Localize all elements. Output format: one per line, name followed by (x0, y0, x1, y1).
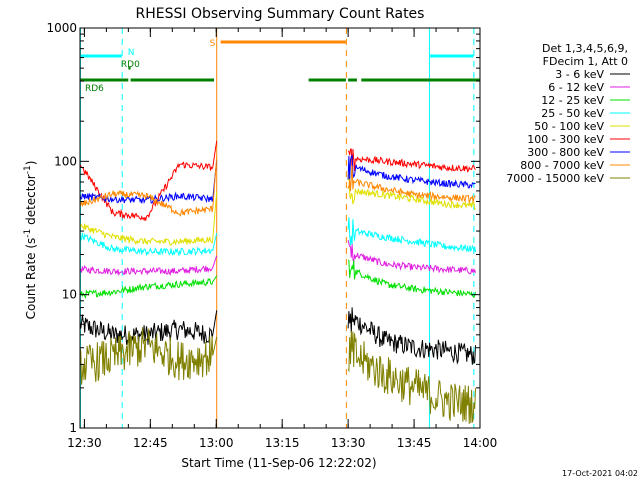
chart-title: RHESSI Observing Summary Count Rates (136, 6, 425, 22)
flag-label-n: N (128, 48, 135, 58)
x-tick-label-2: 13:00 (199, 436, 234, 450)
series-line-1-segment-2 (347, 239, 476, 275)
y-tick-label-3: 1000 (46, 21, 77, 35)
series-line-5-segment-2 (347, 148, 476, 176)
legend-header-1: FDecim 1, Att 0 (543, 55, 628, 68)
legend-entry-4: 50 - 100 keV (534, 120, 604, 133)
series-line-7-segment-1 (79, 156, 218, 217)
flag-label-s: S (210, 39, 216, 49)
flag-label-rd0: RD0 (121, 60, 140, 70)
series-line-3-segment-1 (79, 232, 218, 257)
ylabel-part-3: ) (24, 161, 38, 166)
flag-label-rd6: RD6 (85, 84, 104, 94)
x-tick-label-4: 13:30 (331, 436, 366, 450)
plot-frame (79, 27, 481, 429)
y-tick-label-2: 100 (54, 154, 77, 168)
x-tick-label-1: 12:45 (133, 436, 168, 450)
series-line-4-segment-2 (347, 174, 476, 211)
y-axis-label: Count Rate (s-1 detector-1) (23, 161, 38, 320)
y-tick-label-1: 10 (62, 288, 77, 302)
series-line-2-segment-1 (79, 275, 218, 299)
ylabel-sup-1: -1 (23, 229, 33, 238)
series-line-4-segment-1 (79, 191, 218, 246)
series-line-7-segment-2 (347, 165, 476, 204)
x-axis-label: Start Time (11-Sep-06 12:22:02) (181, 456, 376, 470)
vertical-markers (79, 28, 475, 428)
legend-entry-6: 300 - 800 keV (527, 146, 604, 159)
status-flags: RD6 RD0 N S (80, 39, 480, 94)
series-line-8-segment-1 (79, 327, 218, 385)
footer-timestamp: 17-Oct-2021 04:02 (562, 469, 638, 478)
series-line-6-segment-2 (347, 154, 476, 189)
ylabel-part-2: detector (24, 174, 38, 229)
x-tick-label-3: 13:15 (265, 436, 300, 450)
x-tick-label-6: 14:00 (463, 436, 498, 450)
legend-entry-0: 3 - 6 keV (555, 68, 604, 81)
series-line-0-segment-2 (347, 307, 476, 365)
legend: Det 1,3,4,5,6,9,FDecim 1, Att 03 - 6 keV… (506, 42, 630, 185)
svg-text:Count Rate (s-1 detector-1): Count Rate (s-1 detector-1) (23, 161, 38, 320)
legend-entry-2: 12 - 25 keV (541, 94, 604, 107)
series-lines (79, 140, 476, 424)
series-line-8-segment-2 (347, 331, 476, 424)
series-line-0-segment-1 (79, 310, 218, 346)
ylabel-part-1: Count Rate (s (24, 238, 38, 320)
x-tick-label-0: 12:30 (67, 436, 102, 450)
series-line-3-segment-2 (347, 216, 476, 253)
legend-entry-1: 6 - 12 keV (548, 81, 604, 94)
legend-entry-5: 100 - 300 keV (527, 133, 604, 146)
series-line-2-segment-2 (347, 259, 476, 299)
legend-entry-7: 800 - 7000 keV (520, 159, 604, 172)
y-tick-label-0: 1 (69, 421, 77, 435)
ylabel-sup-2: -1 (23, 165, 33, 174)
series-line-1-segment-1 (79, 255, 218, 277)
legend-header-0: Det 1,3,4,5,6,9, (542, 42, 628, 55)
x-tick-label-5: 13:45 (397, 436, 432, 450)
legend-entry-8: 7000 - 15000 keV (506, 172, 604, 185)
legend-entry-3: 25 - 50 keV (541, 107, 604, 120)
axes: 1 10 100 1000 12:30 12:45 13:00 13:15 13:30 13:45… (46, 21, 497, 450)
